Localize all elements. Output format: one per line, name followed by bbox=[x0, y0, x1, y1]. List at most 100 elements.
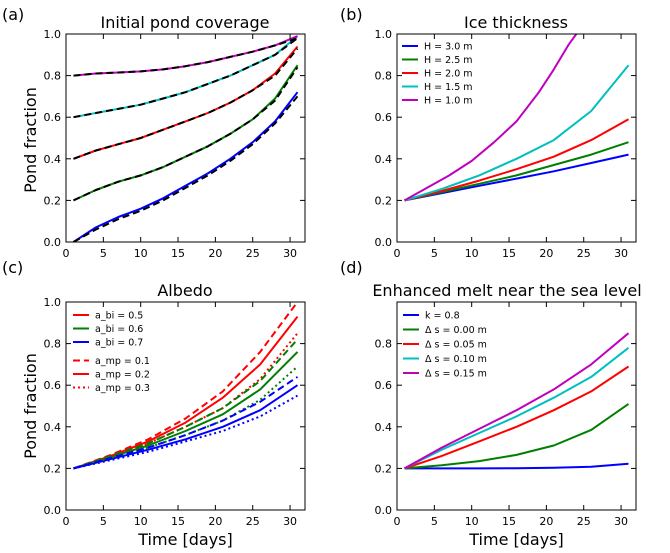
x-tick-label: 30 bbox=[614, 247, 628, 260]
y-tick-label: 0.8 bbox=[375, 70, 393, 83]
chart-panel-3: 0 5 10 15 20 25 30 0.0 0.2 0.4 0.6 0.8 1.0 Albedo (c) P… bbox=[2, 258, 306, 549]
y-tick-label: 0.0 bbox=[375, 504, 393, 517]
legend-label: a_mp = 0.1 bbox=[95, 356, 150, 367]
panel-tag: (a) bbox=[2, 5, 24, 24]
legend-label: Δ s = 0.05 m bbox=[425, 340, 487, 351]
series-group bbox=[73, 302, 299, 470]
y-axis-label: Pond fraction bbox=[21, 353, 40, 459]
x-tick-label: 10 bbox=[134, 515, 148, 528]
legend-label: H = 1.5 m bbox=[424, 82, 473, 93]
series-line-6 bbox=[73, 47, 299, 160]
x-tick-label: 20 bbox=[208, 247, 222, 260]
x-tick-label: 15 bbox=[171, 515, 185, 528]
x-tick-label: 30 bbox=[283, 515, 297, 528]
x-tick-label: 20 bbox=[208, 515, 222, 528]
chart-title: Enhanced melt near the sea level bbox=[372, 281, 641, 300]
legend: k = 0.8 Δ s = 0.00 m Δ s = 0.05 m Δ s = 0.1… bbox=[403, 311, 487, 380]
legend-label: Δ s = 0.00 m bbox=[425, 325, 487, 336]
series-line-3 bbox=[73, 64, 299, 202]
y-tick-label: 0.8 bbox=[375, 338, 393, 351]
series-line-2 bbox=[404, 403, 630, 470]
axes-frame bbox=[65, 33, 306, 243]
legend-label: a_mp = 0.3 bbox=[95, 383, 150, 394]
x-tick-label: 10 bbox=[134, 247, 148, 260]
x-tick-label: 15 bbox=[502, 515, 516, 528]
x-tick-label: 0 bbox=[63, 247, 70, 260]
series-line-8 bbox=[73, 37, 299, 119]
x-tick-label: 25 bbox=[577, 247, 591, 260]
y-tick-label: 1.0 bbox=[44, 28, 62, 41]
x-tick-label: 20 bbox=[539, 515, 553, 528]
chart-title: Initial pond coverage bbox=[101, 13, 270, 32]
y-tick-label: 0.2 bbox=[44, 462, 62, 475]
panel-tag: (d) bbox=[340, 258, 363, 277]
legend-label: H = 3.0 m bbox=[424, 42, 473, 53]
legend-label: a_bi = 0.7 bbox=[95, 338, 143, 349]
legend-label: Δ s = 0.15 m bbox=[425, 369, 487, 380]
y-tick-label: 0.6 bbox=[44, 111, 62, 124]
y-tick-label: 0.4 bbox=[375, 421, 393, 434]
x-tick-label: 5 bbox=[431, 515, 438, 528]
x-axis-label: Time [days] bbox=[468, 530, 564, 549]
x-tick-label: 5 bbox=[100, 247, 107, 260]
series-line-3 bbox=[404, 365, 630, 470]
x-tick-label: 30 bbox=[614, 515, 628, 528]
y-tick-label: 0.0 bbox=[375, 236, 393, 249]
y-tick-label: 0.4 bbox=[375, 153, 393, 166]
y-tick-label: 0.2 bbox=[44, 194, 62, 207]
series-line-4 bbox=[404, 64, 630, 202]
series-line-3 bbox=[404, 118, 629, 202]
x-tick-label: 0 bbox=[394, 515, 401, 528]
x-tick-label: 10 bbox=[465, 247, 479, 260]
axes-frame bbox=[396, 301, 637, 511]
x-tick-label: 0 bbox=[394, 247, 401, 260]
panel-tag: (c) bbox=[2, 258, 23, 277]
y-tick-label: 0.0 bbox=[44, 236, 62, 249]
legend-label: a_bi = 0.5 bbox=[95, 311, 143, 322]
x-tick-label: 20 bbox=[539, 247, 553, 260]
series-line-1 bbox=[72, 91, 299, 242]
x-tick-label: 0 bbox=[63, 515, 70, 528]
x-tick-label: 15 bbox=[171, 247, 185, 260]
legend-label: H = 2.5 m bbox=[424, 55, 473, 66]
legend: a_bi = 0.5 a_bi = 0.6 a_bi = 0.7 a_mp = 0.1… bbox=[73, 311, 150, 394]
legend-label: k = 0.8 bbox=[425, 311, 460, 322]
x-tick-label: 25 bbox=[246, 247, 260, 260]
x-tick-label: 25 bbox=[246, 515, 260, 528]
legend-label: a_bi = 0.6 bbox=[95, 324, 143, 335]
series-line-5 bbox=[404, 34, 578, 202]
legend-label: Δ s = 0.10 m bbox=[425, 354, 487, 365]
series-line-4 bbox=[404, 347, 630, 470]
y-tick-label: 1.0 bbox=[375, 28, 393, 41]
x-tick-label: 5 bbox=[100, 515, 107, 528]
y-tick-label: 0.4 bbox=[44, 421, 62, 434]
chart-title: Albedo bbox=[157, 281, 212, 300]
legend: H = 3.0 m H = 2.5 m H = 2.0 m H = 1.5 m H = … bbox=[402, 42, 473, 107]
legend-label: a_mp = 0.2 bbox=[95, 370, 150, 381]
axes-frame bbox=[396, 33, 637, 243]
y-axis-label: Pond fraction bbox=[21, 87, 40, 193]
chart-panel-1: 0 5 10 15 20 25 30 0.0 0.2 0.4 0.6 0.8 1.0 Initial po… bbox=[2, 5, 306, 260]
x-tick-label: 15 bbox=[502, 247, 516, 260]
series-line-2 bbox=[404, 141, 629, 202]
series-line-1 bbox=[404, 462, 629, 470]
series-group bbox=[404, 34, 630, 202]
series-line-2 bbox=[73, 95, 299, 242]
x-tick-label: 5 bbox=[431, 247, 438, 260]
series-line-5 bbox=[73, 45, 299, 160]
legend-label: H = 1.0 m bbox=[424, 96, 473, 107]
series-line-6 bbox=[73, 332, 299, 470]
series-group bbox=[404, 332, 630, 470]
y-tick-label: 0.2 bbox=[375, 462, 393, 475]
series-line-5 bbox=[404, 332, 630, 470]
y-tick-label: 0.2 bbox=[375, 194, 393, 207]
y-tick-label: 0.0 bbox=[44, 504, 62, 517]
series-group bbox=[72, 35, 299, 242]
chart-panel-4: 0 5 10 15 20 25 30 0.0 0.2 0.4 0.6 0.8 Enhanced melt… bbox=[340, 258, 642, 549]
panel-tag: (b) bbox=[340, 5, 363, 24]
y-tick-label: 0.8 bbox=[44, 70, 62, 83]
series-line-10 bbox=[73, 394, 298, 470]
legend-label: H = 2.0 m bbox=[424, 69, 473, 80]
y-tick-label: 0.6 bbox=[44, 379, 62, 392]
